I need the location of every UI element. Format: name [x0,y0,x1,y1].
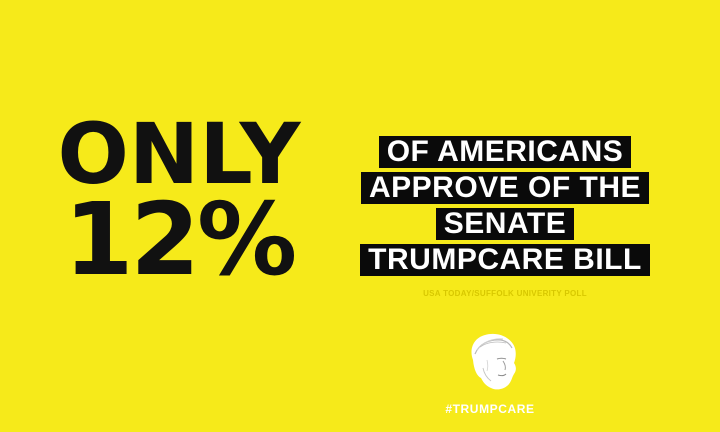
portrait-sketch-icon [471,333,516,390]
headline-line-1: OF AMERICANS [378,136,632,168]
big-stat-word: ONLY [57,105,301,203]
hashtag-label: #TRUMPCARE [445,402,535,416]
headline-line-2: APPROVE OF THE [360,172,650,204]
headline: OF AMERICANS APPROVE OF THE SENATE TRUMP… [345,136,665,280]
headline-line-3: SENATE [435,208,575,240]
big-statistic: ONLY 12% [44,112,314,290]
big-stat-percent: 12% [63,181,297,298]
headline-line-4: TRUMPCARE BILL [360,244,650,276]
source-credit: USA TODAY/SUFFOLK UNIVERITY POLL [423,289,587,298]
